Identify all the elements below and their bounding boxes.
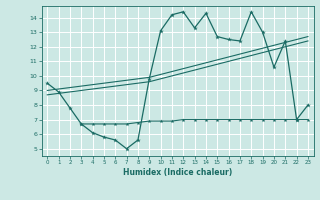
X-axis label: Humidex (Indice chaleur): Humidex (Indice chaleur) — [123, 168, 232, 177]
